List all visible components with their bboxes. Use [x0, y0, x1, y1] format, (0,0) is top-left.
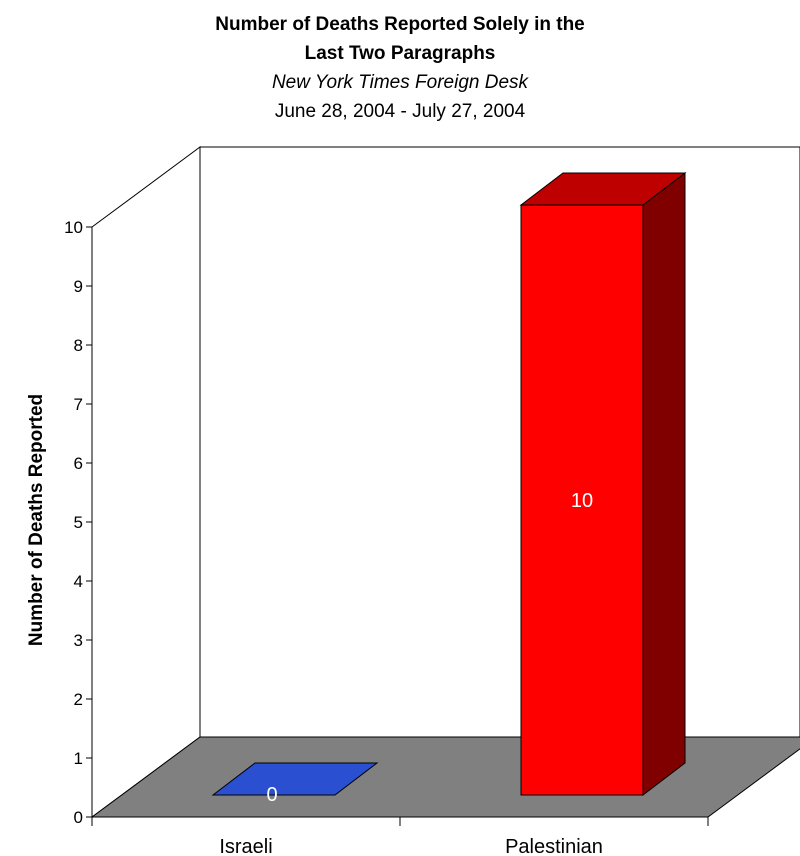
x-axis: Israeli Palestinian	[91, 816, 709, 856]
y-axis-label: Number of Deaths Reported	[26, 394, 47, 646]
y-tick-label: 2	[74, 690, 83, 709]
x-category-label: Israeli	[219, 836, 272, 856]
y-tick-label: 6	[74, 454, 83, 473]
y-tick-label: 7	[74, 395, 83, 414]
y-axis: 0 1 2 3 4 5 6 7 8 9 10	[64, 218, 93, 827]
x-category-label: Palestinian	[505, 836, 603, 856]
chart-floor	[90, 736, 800, 818]
y-tick-label: 0	[74, 808, 83, 827]
y-tick-label: 9	[74, 277, 83, 296]
bar: 10	[519, 171, 687, 797]
chart-title-line-1: Number of Deaths Reported Solely in the	[215, 14, 585, 35]
bar-front-face	[520, 204, 644, 796]
y-tick-label: 3	[74, 631, 83, 650]
bar-top-face	[211, 762, 379, 796]
bar-side-face	[642, 171, 686, 797]
chart-subtitle: New York Times Foreign Desk	[271, 72, 529, 93]
chart-title-line-2: Last Two Paragraphs	[304, 43, 496, 64]
y-tick-label: 5	[74, 513, 83, 532]
y-tick-label: 4	[74, 572, 83, 591]
back-wall	[199, 146, 800, 738]
chart-title-block: Number of Deaths Reported Solely in the …	[0, 10, 800, 126]
side-wall	[91, 146, 201, 818]
chart-date-range: June 28, 2004 - July 27, 2004	[274, 101, 526, 122]
bar: 0	[211, 762, 379, 806]
bar-data-label: 0	[266, 784, 277, 806]
y-tick-label: 1	[74, 749, 83, 768]
floor-plane	[90, 736, 800, 818]
y-tick-label: 10	[64, 218, 83, 237]
bar-data-label: 10	[571, 490, 593, 512]
chart-walls	[91, 146, 800, 818]
y-tick-label: 8	[74, 336, 83, 355]
bars: 0 10	[211, 171, 687, 806]
